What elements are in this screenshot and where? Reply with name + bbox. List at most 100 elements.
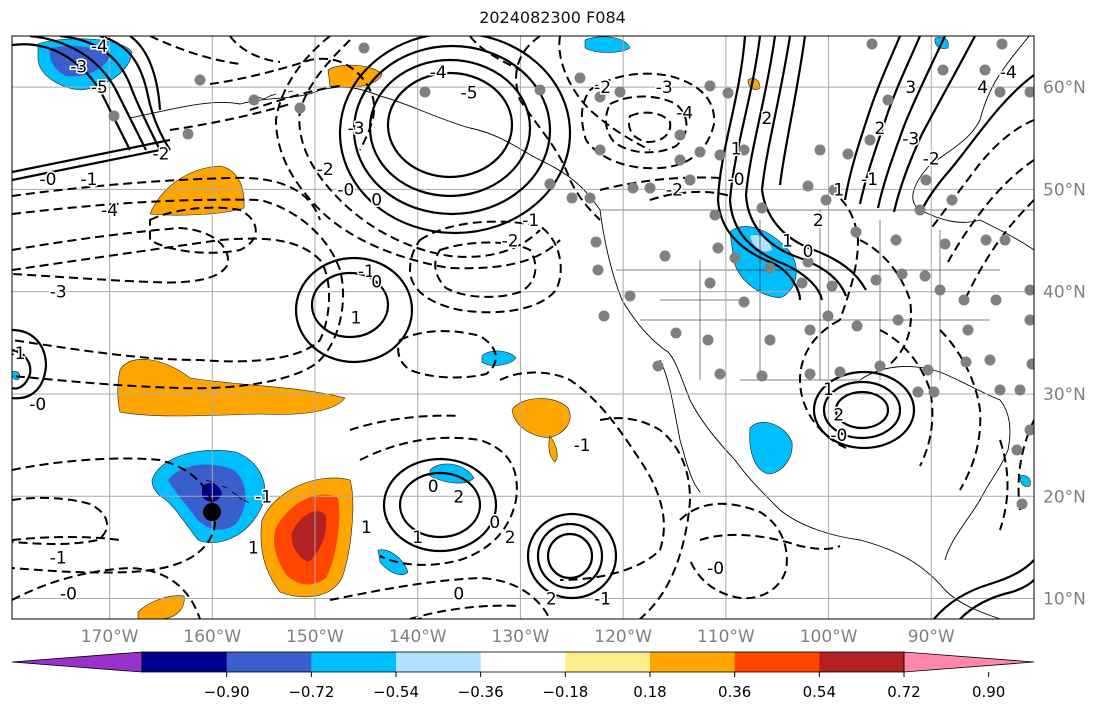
station-dot	[922, 364, 934, 376]
latitude-labels: 60°N 50°N 40°N 30°N 20°N 10°N	[1043, 78, 1086, 609]
contour-value-label: -2	[594, 78, 611, 98]
lat-lon-grid	[12, 36, 1034, 619]
colorbar-tick-label: −0.90	[204, 683, 250, 701]
station-dot	[294, 102, 306, 114]
station-dot	[914, 204, 926, 216]
contour-value-label: -4	[91, 37, 108, 57]
contour-value-label: -4	[101, 201, 118, 221]
colorbar-tick-label: 0.90	[972, 683, 1005, 701]
station-dot	[979, 64, 991, 76]
station-dot	[358, 42, 370, 54]
contours-positive	[12, 36, 1034, 619]
contour-value-label: -1	[255, 487, 272, 507]
contour-value-label: -1	[50, 549, 67, 569]
longitude-label: 120°W	[594, 627, 652, 647]
map-background	[12, 36, 1034, 619]
station-dot	[874, 360, 886, 372]
longitude-label: 110°W	[697, 627, 755, 647]
contour-value-label: -2	[666, 180, 683, 200]
shade-pacific-positive-1	[149, 165, 245, 216]
station-dot	[980, 234, 992, 246]
station-dot	[644, 182, 656, 194]
colorbar-tick-label: −0.36	[458, 683, 504, 701]
contour-value-label: 1	[361, 518, 372, 538]
station-dot	[684, 174, 696, 186]
station-dot	[912, 386, 924, 398]
station-dot	[594, 91, 606, 103]
station-dot	[994, 384, 1006, 396]
coastlines	[129, 36, 1034, 619]
station-dot	[796, 277, 808, 289]
station-dot	[594, 144, 606, 156]
map-title: 2024082300 F084	[479, 8, 626, 27]
station-dot	[704, 80, 716, 92]
longitude-label: 140°W	[389, 627, 447, 647]
station-dot	[674, 154, 686, 166]
station-dot	[714, 149, 726, 161]
contour-value-label: 0	[428, 477, 439, 497]
station-dot	[804, 324, 816, 336]
contour-value-label: 1	[731, 140, 742, 160]
contour-value-label: 1	[248, 538, 259, 558]
station-dot	[958, 294, 970, 306]
station-dot	[1024, 314, 1034, 326]
station-dot	[182, 128, 194, 140]
contour-value-label: -4	[1000, 63, 1017, 83]
colorbar-segment	[565, 652, 651, 672]
station-dot	[1026, 358, 1034, 370]
contour-value-label: -3	[902, 129, 919, 149]
station-dot	[834, 366, 846, 378]
station-dot	[802, 256, 814, 268]
shade-bc-negative	[584, 36, 631, 53]
contour-value-label: -1	[522, 211, 539, 231]
contour-value-label: 0	[371, 191, 382, 211]
station-dot	[652, 360, 664, 372]
station-dot	[999, 234, 1011, 246]
longitude-label: 100°W	[800, 627, 858, 647]
station-dot	[994, 86, 1006, 98]
station-dot	[194, 74, 206, 86]
colorbar-tick-label: 0.18	[633, 683, 666, 701]
contour-value-label: -3	[348, 119, 365, 139]
station-markers	[108, 38, 1034, 510]
station-dot	[614, 86, 626, 98]
contour-value-label: 3	[905, 78, 916, 98]
contour-labels: -3-4-5-2-1-0-4-3-1-2-00-3-4-501-1-0-2-1-…	[12, 36, 1018, 619]
contours-negative	[12, 36, 1034, 619]
contour-value-label: -0	[337, 180, 354, 200]
station-dot	[864, 134, 876, 146]
contour-value-label: 4	[977, 78, 988, 98]
station-dot	[866, 38, 878, 50]
contour-value-label: -2	[152, 145, 169, 165]
contour-value-label: -4	[676, 104, 693, 124]
station-dot	[738, 296, 750, 308]
colorbar-segment	[142, 652, 228, 672]
station-dot	[1024, 86, 1034, 98]
station-dot	[990, 294, 1002, 306]
contour-value-label: 2	[875, 119, 886, 139]
station-dot	[544, 178, 556, 190]
colorbar-tick-label: −0.18	[542, 683, 588, 701]
colorbar-segment	[226, 652, 312, 672]
station-dot	[946, 194, 958, 206]
longitude-labels: 170°W 160°W 150°W 140°W 130°W 120°W 110°W 100°W…	[81, 627, 955, 647]
station-dot	[850, 226, 862, 238]
colorbar-segment	[819, 652, 905, 672]
contour-value-label: 0	[803, 242, 814, 262]
station-dot	[1016, 498, 1028, 510]
contour-value-label: -0	[707, 559, 724, 579]
station-dot	[892, 314, 904, 326]
station-dot	[738, 144, 750, 156]
station-dot	[598, 310, 610, 322]
longitude-label: 90°W	[908, 627, 955, 647]
station-dot	[592, 264, 604, 276]
station-dot	[624, 290, 636, 302]
station-dot	[627, 182, 639, 194]
contour-value-label: -0	[830, 426, 847, 446]
contour-value-label: 1	[412, 528, 423, 548]
station-dot	[566, 192, 578, 204]
station-dot	[820, 194, 832, 206]
station-dot	[984, 354, 996, 366]
station-dot	[842, 148, 854, 160]
